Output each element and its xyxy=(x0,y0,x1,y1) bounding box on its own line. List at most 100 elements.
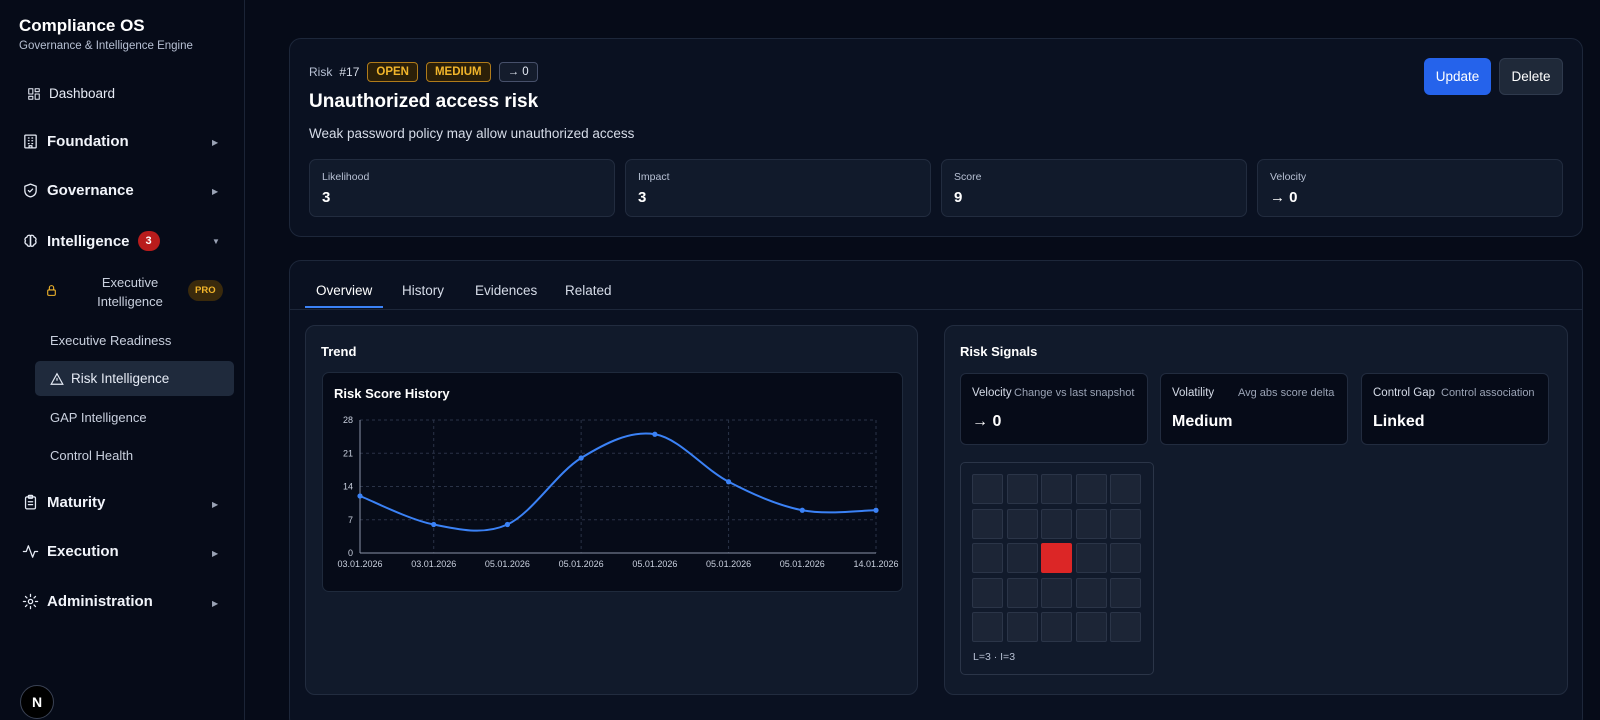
sidebar-item-executive-readiness[interactable]: Executive Readiness xyxy=(50,333,172,348)
chevron-right-icon[interactable]: ▶ xyxy=(212,187,219,196)
chevron-right-icon[interactable]: ▶ xyxy=(212,138,219,147)
tab-history[interactable]: History xyxy=(402,283,445,298)
metric-likelihood: Likelihood 3 xyxy=(309,159,615,217)
heatmap-cell xyxy=(1041,508,1072,539)
metric-label: Impact xyxy=(638,171,670,183)
update-button[interactable]: Update xyxy=(1424,58,1491,95)
sidebar-item-maturity[interactable]: Maturity xyxy=(22,494,105,511)
risk-score-chart: Risk Score History 0 7 14 21 28 03.01.2026 03.… xyxy=(322,372,903,592)
heatmap-cell-current xyxy=(1041,543,1072,573)
data-point xyxy=(578,455,584,461)
risk-heatmap: L=3 · I=3 xyxy=(960,462,1154,675)
heatmap-cell xyxy=(1041,577,1072,608)
metric-label: Likelihood xyxy=(322,171,370,183)
heatmap-cell xyxy=(972,577,1003,608)
sidebar-item-label: Governance xyxy=(47,182,134,199)
heatmap-cell xyxy=(1110,474,1141,504)
tab-related[interactable]: Related xyxy=(565,283,612,298)
velocity-badge: → 0 xyxy=(498,62,538,82)
risk-description: Weak password policy may allow unauthori… xyxy=(309,126,635,141)
sidebar: Compliance OS Governance & Intelligence … xyxy=(0,0,245,720)
metric-label: Velocity xyxy=(1270,171,1307,183)
metric-label: Score xyxy=(954,171,982,183)
heatmap-cell xyxy=(972,543,1003,573)
heatmap-cell xyxy=(972,612,1003,642)
sidebar-item-administration[interactable]: Administration xyxy=(22,593,153,610)
shield-check-icon xyxy=(24,183,37,198)
warning-icon xyxy=(50,372,64,385)
heatmap-cell xyxy=(972,508,1003,539)
y-tick-label: 28 xyxy=(343,415,353,425)
sidebar-item-foundation[interactable]: Foundation xyxy=(22,133,129,150)
data-point xyxy=(725,479,732,485)
activity-icon xyxy=(22,545,39,558)
x-tick-label: 14.01.2026 xyxy=(853,559,898,569)
signal-desc: Avg abs score delta xyxy=(1238,387,1335,399)
heatmap-cell xyxy=(1110,508,1141,539)
x-tick-label: 03.01.2026 xyxy=(411,559,456,569)
x-tick-label: 05.01.2026 xyxy=(485,559,530,569)
x-tick-label: 05.01.2026 xyxy=(706,559,751,569)
metric-value: 9 xyxy=(954,189,963,206)
brand-title: Compliance OS xyxy=(19,16,145,35)
delete-button[interactable]: Delete xyxy=(1499,58,1563,95)
heatmap-cell xyxy=(1110,612,1141,642)
sidebar-item-intelligence[interactable]: Intelligence 3 xyxy=(22,231,160,251)
metric-value: → 0 xyxy=(1270,189,1298,206)
chevron-down-icon[interactable]: ▼ xyxy=(212,237,220,246)
x-tick-label: 05.01.2026 xyxy=(780,559,825,569)
signal-label: Control Gap xyxy=(1373,387,1436,399)
sidebar-item-gap-intelligence[interactable]: GAP Intelligence xyxy=(50,410,147,425)
tab-overview[interactable]: Overview xyxy=(316,283,373,298)
signal-desc: Change vs last snapshot xyxy=(1014,387,1135,399)
sidebar-item-label: Intelligence xyxy=(47,232,130,250)
sidebar-item-governance[interactable]: Governance xyxy=(22,182,134,199)
heatmap-cell xyxy=(1041,612,1072,642)
data-point xyxy=(504,521,511,528)
heatmap-cell xyxy=(1006,577,1038,608)
y-tick-label: 7 xyxy=(348,515,353,525)
sidebar-item-label: Executive Intelligence xyxy=(97,275,163,309)
sidebar-item-executive-intelligence[interactable]: Executive Intelligence PRO xyxy=(45,272,225,312)
metric-value: 3 xyxy=(322,189,331,206)
signal-label: Volatility xyxy=(1172,387,1215,399)
signal-label: Velocity xyxy=(972,387,1012,399)
heatmap-cell xyxy=(1006,474,1038,504)
heatmap-cell xyxy=(1075,474,1107,504)
dashboard-icon xyxy=(28,87,40,100)
notification-badge: 3 xyxy=(137,231,160,251)
brand-subtitle: Governance & Intelligence Engine xyxy=(19,40,193,52)
gear-icon xyxy=(22,593,39,610)
data-point xyxy=(652,431,658,437)
y-tick-label: 14 xyxy=(343,482,353,492)
metric-velocity: Velocity → 0 xyxy=(1257,159,1563,217)
heatmap-cell xyxy=(1075,577,1107,608)
signal-control-gap: Control Gap Control association Linked xyxy=(1361,373,1549,445)
trend-panel: Trend Risk Score History 0 7 14 21 28 03.01.2… xyxy=(305,325,918,695)
sidebar-item-label: Administration xyxy=(47,593,153,610)
avatar[interactable]: N xyxy=(20,685,54,719)
signal-velocity: Velocity Change vs last snapshot → 0 xyxy=(960,373,1148,445)
chart-title: Risk Score History xyxy=(334,386,450,401)
risk-header-card: Risk #17 OPEN MEDIUM → 0 Unauthorized ac… xyxy=(289,38,1583,237)
signal-volatility: Volatility Avg abs score delta Medium xyxy=(1160,373,1348,445)
signal-value: Linked xyxy=(1373,413,1425,430)
heatmap-label: L=3 · I=3 xyxy=(973,651,1016,663)
data-point xyxy=(431,521,437,528)
metric-value: 3 xyxy=(638,189,647,206)
chevron-right-icon[interactable]: ▶ xyxy=(212,500,219,509)
trend-title: Trend xyxy=(321,344,357,359)
sidebar-item-execution[interactable]: Execution xyxy=(22,543,119,560)
sidebar-item-dashboard[interactable]: Dashboard xyxy=(27,86,115,101)
signal-value: Medium xyxy=(1172,413,1233,430)
sidebar-item-risk-intelligence[interactable]: Risk Intelligence xyxy=(35,361,234,396)
chevron-right-icon[interactable]: ▶ xyxy=(212,599,219,608)
metric-score: Score 9 xyxy=(941,159,1247,217)
status-badge: OPEN xyxy=(367,62,418,82)
severity-badge: MEDIUM xyxy=(425,62,491,82)
sidebar-item-control-health[interactable]: Control Health xyxy=(50,448,134,463)
chevron-right-icon[interactable]: ▶ xyxy=(212,549,219,558)
breadcrumb: Risk #17 OPEN MEDIUM → 0 xyxy=(309,62,538,82)
tab-evidences[interactable]: Evidences xyxy=(475,283,538,298)
x-tick-label: 05.01.2026 xyxy=(632,559,677,569)
